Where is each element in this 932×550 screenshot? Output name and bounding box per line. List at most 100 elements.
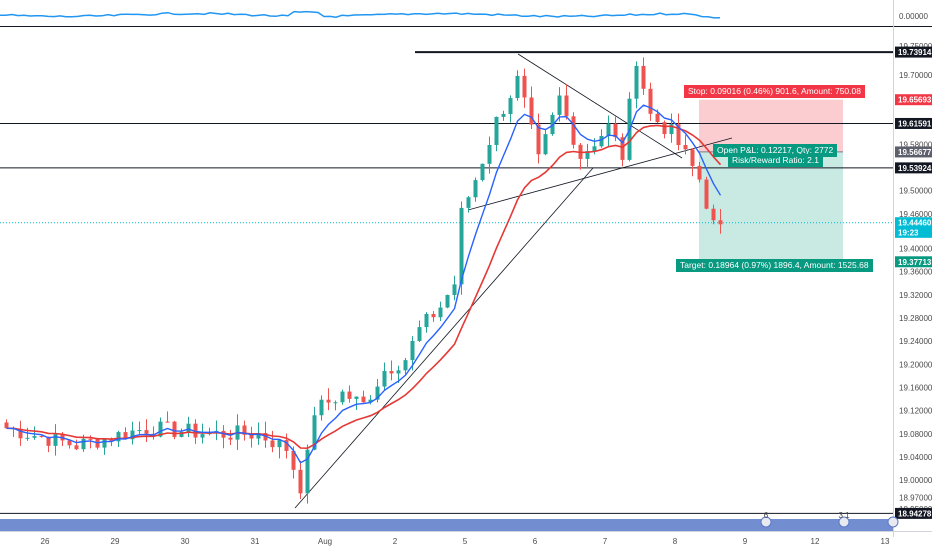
candle-body: [641, 65, 646, 89]
price-tick-label: 19.50000: [899, 187, 932, 196]
price-tag-label: 19.37713: [898, 258, 932, 267]
candle-body: [74, 445, 79, 450]
indicator-tick-label: 0.00000: [899, 12, 928, 21]
event-marker-icon[interactable]: [838, 516, 850, 528]
candle-body: [480, 163, 485, 181]
time-tick-label: 6: [533, 537, 538, 546]
price-tick-label: 19.16000: [899, 384, 932, 393]
trendline-support: [294, 167, 594, 509]
candle-body: [179, 431, 184, 438]
candle-body: [592, 146, 597, 152]
price-tick-label: 18.97000: [899, 494, 932, 503]
candle-body: [347, 391, 352, 399]
candle-body: [487, 144, 492, 164]
price-tick-label: 19.28000: [899, 314, 932, 323]
price-tag-label: 18.94278: [898, 509, 932, 518]
candle-body: [158, 421, 163, 437]
candle-body: [704, 179, 709, 209]
candle-body: [123, 432, 128, 440]
candle-body: [130, 430, 135, 440]
candle-body: [102, 438, 107, 448]
price-tick-label: 19.46000: [899, 210, 932, 219]
candle-body: [291, 450, 296, 470]
candle-body: [676, 124, 681, 146]
candle-body: [571, 116, 576, 145]
risk-reward-label: Risk/Reward Ratio: 2.1: [728, 154, 823, 167]
candle-body: [186, 423, 191, 432]
trend-lines: [294, 53, 733, 509]
candle-body: [466, 197, 471, 208]
candle-body: [137, 430, 142, 432]
candle-body: [200, 434, 205, 438]
candle-body: [655, 113, 660, 123]
candle-body: [46, 436, 51, 446]
candle-body: [718, 220, 723, 225]
candle-body: [557, 95, 562, 115]
position-zones: [699, 99, 843, 262]
candle-body: [494, 116, 499, 145]
candle-body: [116, 432, 121, 442]
candle-body: [270, 440, 275, 448]
price-tag-label: 19:23: [898, 228, 919, 237]
time-tick-label: 2: [393, 537, 398, 546]
candle-body: [39, 436, 44, 438]
candle-body: [438, 307, 443, 318]
time-tick-label: 30: [181, 537, 190, 546]
candle-body: [228, 437, 233, 440]
target-zone: [699, 151, 843, 262]
candle-body: [410, 340, 415, 361]
candle-body: [333, 402, 338, 404]
moving-average-fast: [6, 104, 722, 464]
time-tick-label: Aug: [318, 537, 332, 546]
price-tick-label: 19.12000: [899, 407, 932, 416]
price-axis[interactable]: [893, 27, 932, 537]
price-tag-label: 19.56677: [898, 148, 932, 157]
candle-body: [452, 284, 457, 295]
time-tick-label: 31: [251, 537, 260, 546]
price-tag: [895, 94, 932, 106]
candle-body: [522, 75, 527, 98]
price-tag: [895, 256, 932, 268]
candle-body: [634, 65, 639, 99]
candle-body: [564, 95, 569, 117]
price-tick-label: 19.40000: [899, 245, 932, 254]
candle-body: [340, 391, 345, 403]
candle-body: [515, 75, 520, 99]
timeline-bar: [0, 519, 893, 531]
price-tick-label: 19.00000: [899, 476, 932, 485]
candle-body: [536, 124, 541, 155]
event-marker-icon[interactable]: [887, 516, 899, 528]
time-tick-label: 13: [881, 537, 890, 546]
indicator-pane: 0.00000: [0, 0, 928, 26]
price-tick-label: 19.24000: [899, 337, 932, 346]
candle-body: [375, 386, 380, 400]
candle-body: [53, 433, 58, 446]
candle-body: [354, 396, 359, 399]
trendline-wedge-upper: [517, 53, 683, 159]
candle-body: [368, 399, 373, 403]
price-tag-label: 19.44460: [898, 219, 932, 228]
trendline-wedge-lower: [467, 137, 733, 211]
candle-body: [473, 180, 478, 198]
candle-body: [620, 137, 625, 160]
candle-body: [683, 145, 688, 150]
price-tag-label: 19.65693: [898, 96, 932, 105]
candle-body: [32, 436, 37, 438]
candle-body: [543, 134, 548, 155]
open-pnl-label: Open P&L: 0.12217, Qty: 2772: [713, 144, 838, 157]
time-tick-label: 8: [673, 537, 678, 546]
time-tick-label: 5: [463, 537, 468, 546]
target-label: Target: 0.18964 (0.97%) 1896.4, Amount: …: [676, 259, 873, 272]
price-tag: [895, 507, 932, 519]
candle-body: [193, 423, 198, 438]
candle-body: [242, 425, 247, 435]
event-marker-icon[interactable]: [760, 516, 772, 528]
price-tick-label: 19.04000: [899, 453, 932, 462]
candle-body: [256, 433, 261, 439]
candle-body: [431, 314, 436, 318]
candle-body: [319, 399, 324, 416]
candle-body: [529, 97, 534, 125]
candle-body: [396, 370, 401, 374]
candle-body: [501, 113, 506, 117]
